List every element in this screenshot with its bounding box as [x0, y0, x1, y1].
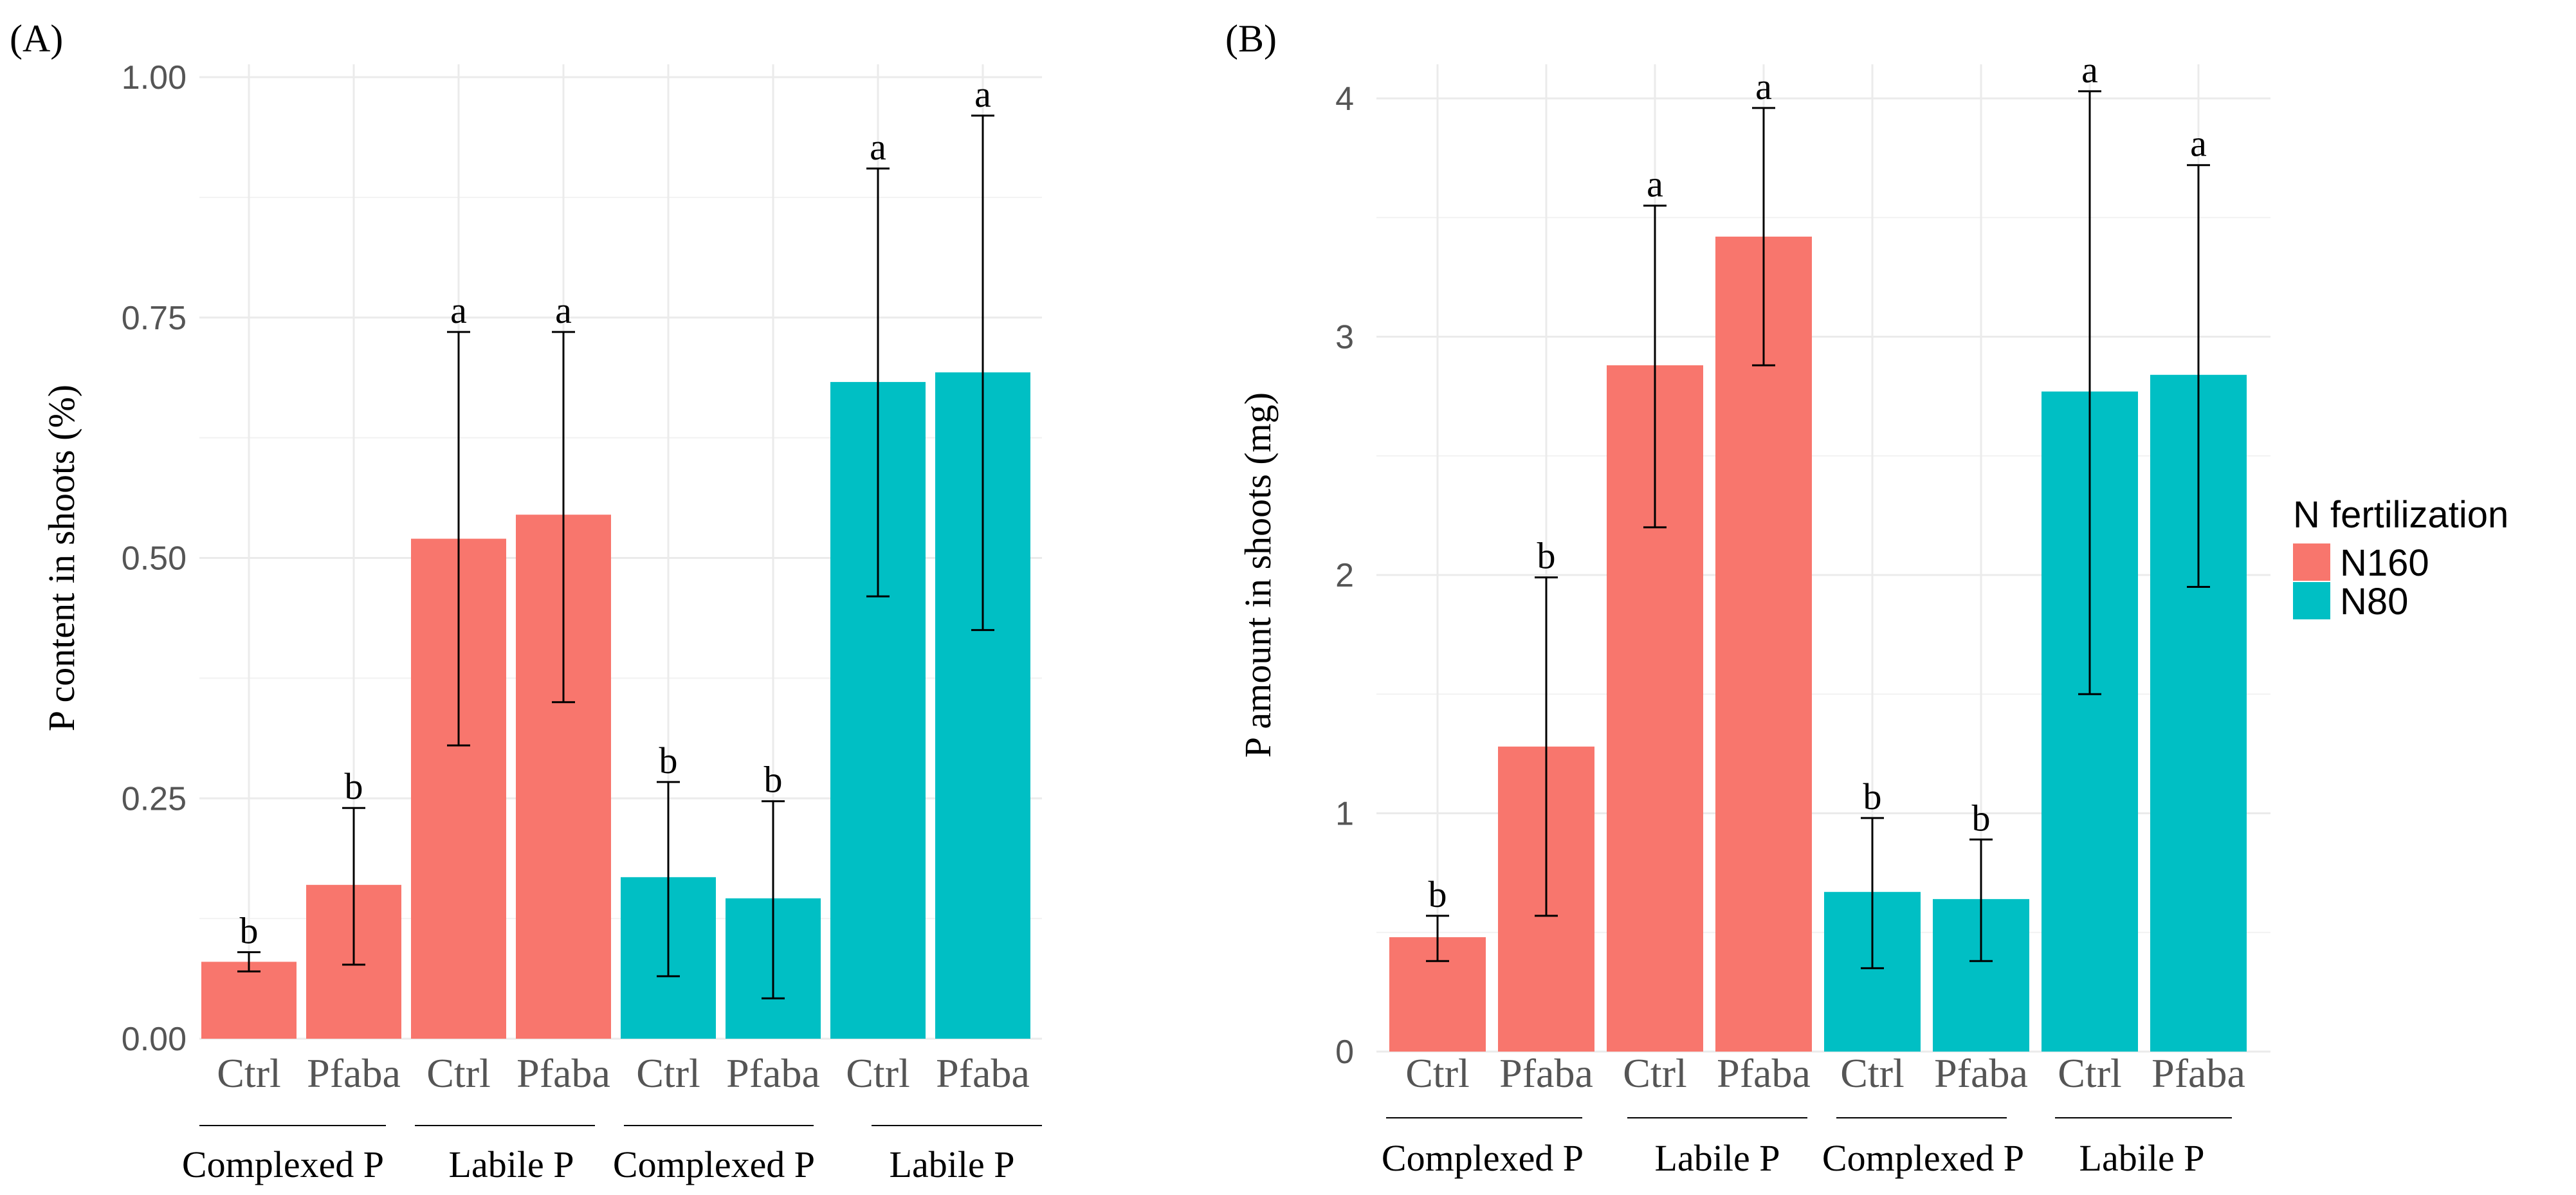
- panel-b-y-tick-label: 2: [1335, 557, 1354, 594]
- panel-b-significance-letter: a: [2190, 123, 2207, 165]
- panel-b-x-tick-label: Ctrl: [2058, 1050, 2122, 1096]
- panel-b-error-bars: [1426, 90, 2210, 969]
- panel-a-significance-letter: b: [764, 759, 783, 801]
- panel-b-y-tick-label: 3: [1335, 319, 1354, 356]
- panel-b-significance-letter: a: [2081, 49, 2098, 91]
- panel-a-x-tick-label: Ctrl: [846, 1050, 910, 1096]
- panel-b-bar: [1715, 236, 1812, 1052]
- panel-a-y-tick-label: 0.25: [122, 780, 187, 817]
- panel-a-panel-label: (A): [10, 17, 63, 60]
- panel-b-significance-letter: b: [1863, 776, 1882, 817]
- panel-b-x-tick-label: Ctrl: [1405, 1050, 1470, 1096]
- panel-a-x-tick-label: Ctrl: [636, 1050, 700, 1096]
- panel-b-significance-letter: b: [1537, 535, 1556, 577]
- panel-b-y-tick-label: 4: [1335, 80, 1354, 118]
- panel-a-y-tick-label: 0.00: [122, 1021, 187, 1058]
- panel-a-error-bars: [237, 114, 994, 999]
- panel-b-group-label: Complexed P: [1382, 1137, 1584, 1179]
- panel-a-bar: [201, 962, 297, 1039]
- panel-b-y-tick-label: 0: [1335, 1034, 1354, 1071]
- panel-b-x-tick-label: Pfaba: [2151, 1050, 2245, 1096]
- panel-b-group-label: Complexed P: [1822, 1137, 2024, 1179]
- panel-a-labels: 0.00 0.25 0.50 0.75 1.00 b Ctrl b Pfaba a Ctrl a Pfa…: [10, 17, 1042, 1185]
- panel-b-significance-letter: b: [1429, 873, 1447, 915]
- panel-a-significance-letter: a: [450, 289, 467, 331]
- panel-b-panel-label: (B): [1225, 17, 1277, 60]
- panel-b-significance-letter: b: [1972, 797, 1991, 839]
- panel-a-significance-letter: a: [870, 126, 886, 168]
- panel-a-x-tick-label: Pfaba: [936, 1050, 1030, 1096]
- legend-label-n80: N80: [2340, 581, 2408, 623]
- panel-a-significance-letter: b: [345, 765, 363, 807]
- panel-a-significance-letter: b: [659, 740, 678, 781]
- panel-b: 0 1 2 3 4 b Ctrl b Pfaba a Ctrl a Pfaba b Ctrl b Pfaba a C…: [1225, 17, 2270, 1179]
- legend-swatch-n160: [2293, 543, 2330, 581]
- panel-b-x-tick-label: Ctrl: [1840, 1050, 1905, 1096]
- panel-a-group-label: Labile P: [449, 1144, 574, 1185]
- panel-b-labels: 0 1 2 3 4 b Ctrl b Pfaba a Ctrl a Pfaba b Ctrl b Pfaba a C…: [1225, 17, 2245, 1179]
- panel-a-x-tick-label: Pfaba: [307, 1050, 401, 1096]
- panel-b-y-tick-label: 1: [1335, 796, 1354, 833]
- panel-a-significance-letter: a: [974, 73, 991, 115]
- legend: N fertilization N160 N80: [2293, 494, 2508, 623]
- panel-a-y-tick-label: 1.00: [122, 59, 187, 96]
- panel-b-x-tick-label: Ctrl: [1623, 1050, 1687, 1096]
- panel-a-group-label: Complexed P: [182, 1144, 384, 1185]
- panel-a-x-tick-label: Ctrl: [426, 1050, 491, 1096]
- panel-b-x-tick-label: Pfaba: [1934, 1050, 2028, 1096]
- panel-b-significance-letter: a: [1647, 163, 1663, 205]
- panel-a-y-axis-label: P content in shoots (%): [41, 385, 82, 731]
- legend-title: N fertilization: [2293, 494, 2508, 536]
- panel-a-x-tick-label: Ctrl: [217, 1050, 281, 1096]
- panel-a-x-tick-label: Pfaba: [726, 1050, 820, 1096]
- panel-b-x-tick-label: Pfaba: [1717, 1050, 1811, 1096]
- panel-a-group-label: Labile P: [890, 1144, 1015, 1185]
- panel-a: 0.00 0.25 0.50 0.75 1.00 b Ctrl b Pfaba a Ctrl a Pfa…: [10, 17, 1042, 1185]
- legend-swatch-n80: [2293, 582, 2330, 619]
- panel-a-bars: [201, 372, 1030, 1039]
- panel-b-significance-letter: a: [1755, 66, 1772, 107]
- panel-a-group-label: Complexed P: [613, 1144, 815, 1185]
- panel-b-x-tick-label: Pfaba: [1499, 1050, 1593, 1096]
- panel-b-y-axis-label: P amount in shoots (mg): [1237, 392, 1279, 758]
- panel-b-bars: [1389, 236, 2247, 1052]
- panel-b-group-label: Labile P: [2079, 1137, 2205, 1179]
- panel-a-y-tick-label: 0.50: [122, 540, 187, 578]
- panel-a-x-tick-label: Pfaba: [516, 1050, 610, 1096]
- panel-a-significance-letter: a: [555, 289, 572, 331]
- panel-a-y-tick-label: 0.75: [122, 300, 187, 337]
- legend-label-n160: N160: [2340, 542, 2429, 584]
- panel-b-group-label: Labile P: [1655, 1137, 1780, 1179]
- panel-a-significance-letter: b: [240, 909, 259, 951]
